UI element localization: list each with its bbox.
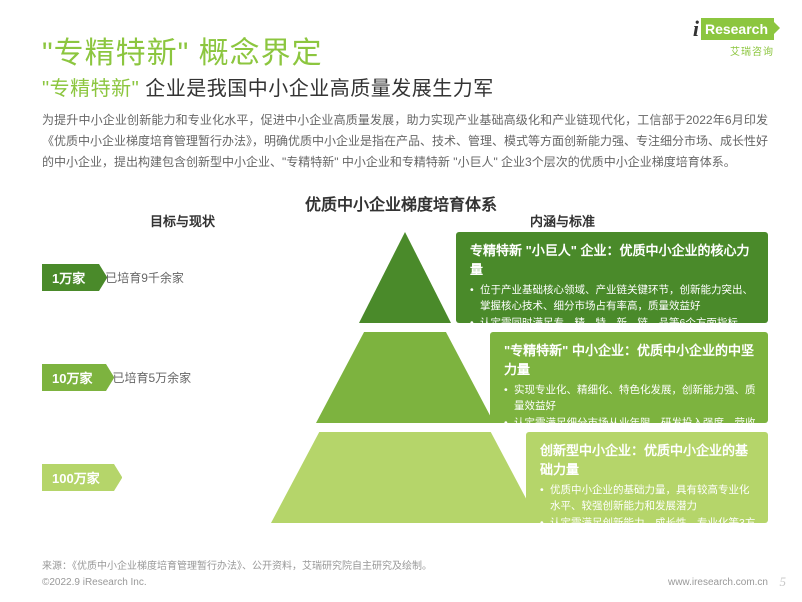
intro-paragraph: 为提升中小企业创新能力和专业化水平，促进中小企业高质量发展，助力实现产业基础高级…: [42, 110, 768, 173]
tier-3-bullet-1: 优质中小企业的基础力量，具有较高专业化水平、较强创新能力和发展潜力: [540, 482, 756, 515]
tier-3-left: 100万家: [42, 464, 120, 491]
tier-3-tag: 100万家: [42, 464, 114, 491]
slide: i Research 艾瑞咨询 "专精特新" 概念界定 "专精特新" 企业是我国…: [0, 0, 802, 602]
tier-2-tag: 10万家: [42, 364, 106, 391]
tier-row-1: 1万家 已培育9千余家 专精特新 "小巨人" 企业：优质中小企业的核心力量 位于…: [42, 232, 768, 323]
page-subtitle: "专精特新" 企业是我国中小企业高质量发展生力军: [42, 72, 494, 101]
subtitle-accent: "专精特新": [42, 78, 145, 100]
tier-1-bullets: 位于产业基础核心领域、产业链关键环节，创新能力突出、掌握核心技术、细分市场占有率…: [470, 282, 756, 331]
logo-letter-i: i: [693, 18, 699, 40]
tier-3-info: 创新型中小企业：优质中小企业的基础力量 优质中小企业的基础力量，具有较高专业化水…: [526, 432, 768, 523]
diagram-title: 优质中小企业梯度培育体系: [0, 191, 802, 215]
logo-subtext: 艾瑞咨询: [693, 43, 774, 58]
tier-1-heading: 专精特新 "小巨人" 企业：优质中小企业的核心力量: [470, 240, 756, 278]
column-header-left: 目标与现状: [150, 211, 215, 230]
logo-mark: i Research: [693, 18, 774, 40]
source-note: 来源：《优质中小企业梯度培育管理暂行办法》、公开资料，艾瑞研究院自主研究及绘制。: [42, 557, 432, 572]
tier-1-info: 专精特新 "小巨人" 企业：优质中小企业的核心力量 位于产业基础核心领域、产业链…: [456, 232, 768, 323]
tier-3-bullet-2: 认定需满足创新能力、成长性、专业化等3方面6项指标综合评分达60分以上: [540, 515, 756, 548]
subtitle-rest: 企业是我国中小企业高质量发展生力军: [145, 78, 494, 100]
tier-1-tag: 1万家: [42, 264, 99, 291]
logo-word: Research: [701, 18, 774, 40]
tier-2-left: 10万家 已培育5万余家: [42, 364, 191, 391]
tier-1-bullet-1: 位于产业基础核心领域、产业链关键环节，创新能力突出、掌握核心技术、细分市场占有率…: [470, 282, 756, 315]
tier-row-2: 10万家 已培育5万余家 "专精特新" 中小企业：优质中小企业的中坚力量 实现专…: [42, 332, 768, 423]
tier-2-status: 已培育5万余家: [112, 369, 191, 386]
copyright: ©2022.9 iResearch Inc.: [42, 577, 147, 588]
tier-1-status: 已培育9千余家: [105, 269, 184, 286]
tier-2-heading: "专精特新" 中小企业：优质中小企业的中坚力量: [504, 340, 756, 378]
tier-3-bullets: 优质中小企业的基础力量，具有较高专业化水平、较强创新能力和发展潜力 认定需满足创…: [540, 482, 756, 547]
tier-1-bullet-2: 认定需同时满足专、精、特、新、链、品等6个方面指标: [470, 315, 756, 331]
website-url: www.iresearch.com.cn: [668, 577, 768, 588]
tier-row-3: 100万家 创新型中小企业：优质中小企业的基础力量 优质中小企业的基础力量，具有…: [42, 432, 768, 523]
tier-2-bullet-1: 实现专业化、精细化、特色化发展，创新能力强、质量效益好: [504, 382, 756, 415]
page-title: "专精特新" 概念界定: [42, 28, 323, 72]
page-number: 5: [780, 574, 787, 590]
tier-2-info: "专精特新" 中小企业：优质中小企业的中坚力量 实现专业化、精细化、特色化发展，…: [490, 332, 768, 423]
tier-3-heading: 创新型中小企业：优质中小企业的基础力量: [540, 440, 756, 478]
brand-logo: i Research 艾瑞咨询: [693, 18, 774, 58]
column-header-right: 内涵与标准: [530, 211, 595, 230]
tier-1-left: 1万家 已培育9千余家: [42, 264, 184, 291]
